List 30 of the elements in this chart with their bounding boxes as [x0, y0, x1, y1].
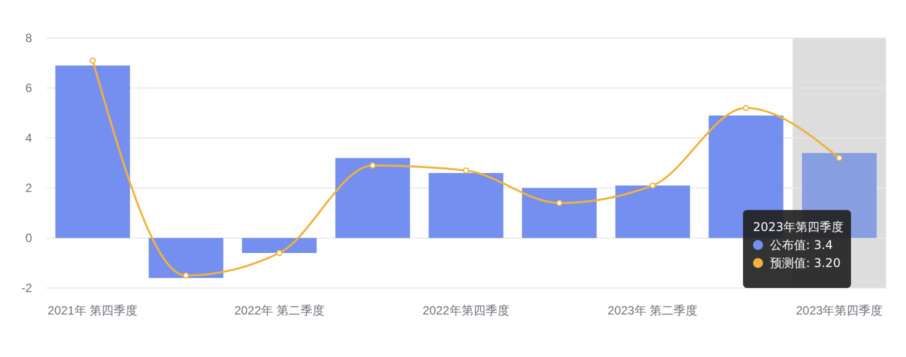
bar: [522, 188, 597, 238]
annotation: 2023年第四季度: [753, 220, 844, 234]
point: [182, 272, 190, 279]
bar: [335, 158, 410, 238]
x-tick-label: 2021年 第四季度: [48, 304, 138, 318]
y-tick-label: -2: [21, 280, 32, 295]
bar: [615, 186, 690, 238]
bar: [55, 66, 130, 238]
bar: [242, 238, 317, 253]
x-tick-label: 2023年第四季度: [796, 304, 883, 318]
bar: [148, 238, 224, 278]
y-tick-label: 6: [25, 80, 32, 95]
annotation: 预测值: 3.20: [770, 256, 841, 270]
x-tick-label: 2022年第四季度: [422, 304, 510, 318]
y-tick-label: 8: [25, 30, 32, 45]
annotation: 公布值: 3.4: [770, 238, 833, 252]
point: [556, 200, 562, 206]
point: [742, 104, 750, 112]
point: [650, 182, 656, 189]
y-tick-label: 2: [25, 180, 32, 195]
point: [836, 154, 842, 162]
y-tick-label: 0: [25, 230, 32, 245]
bar: [428, 173, 504, 238]
point: [370, 162, 376, 169]
x-tick-label: 2022年 第二季度: [234, 304, 324, 318]
point: [276, 250, 282, 256]
y-tick-label: 4: [25, 130, 32, 145]
point: [90, 57, 96, 64]
point: [462, 167, 470, 174]
x-tick-label: 2023年 第二季度: [608, 304, 698, 318]
